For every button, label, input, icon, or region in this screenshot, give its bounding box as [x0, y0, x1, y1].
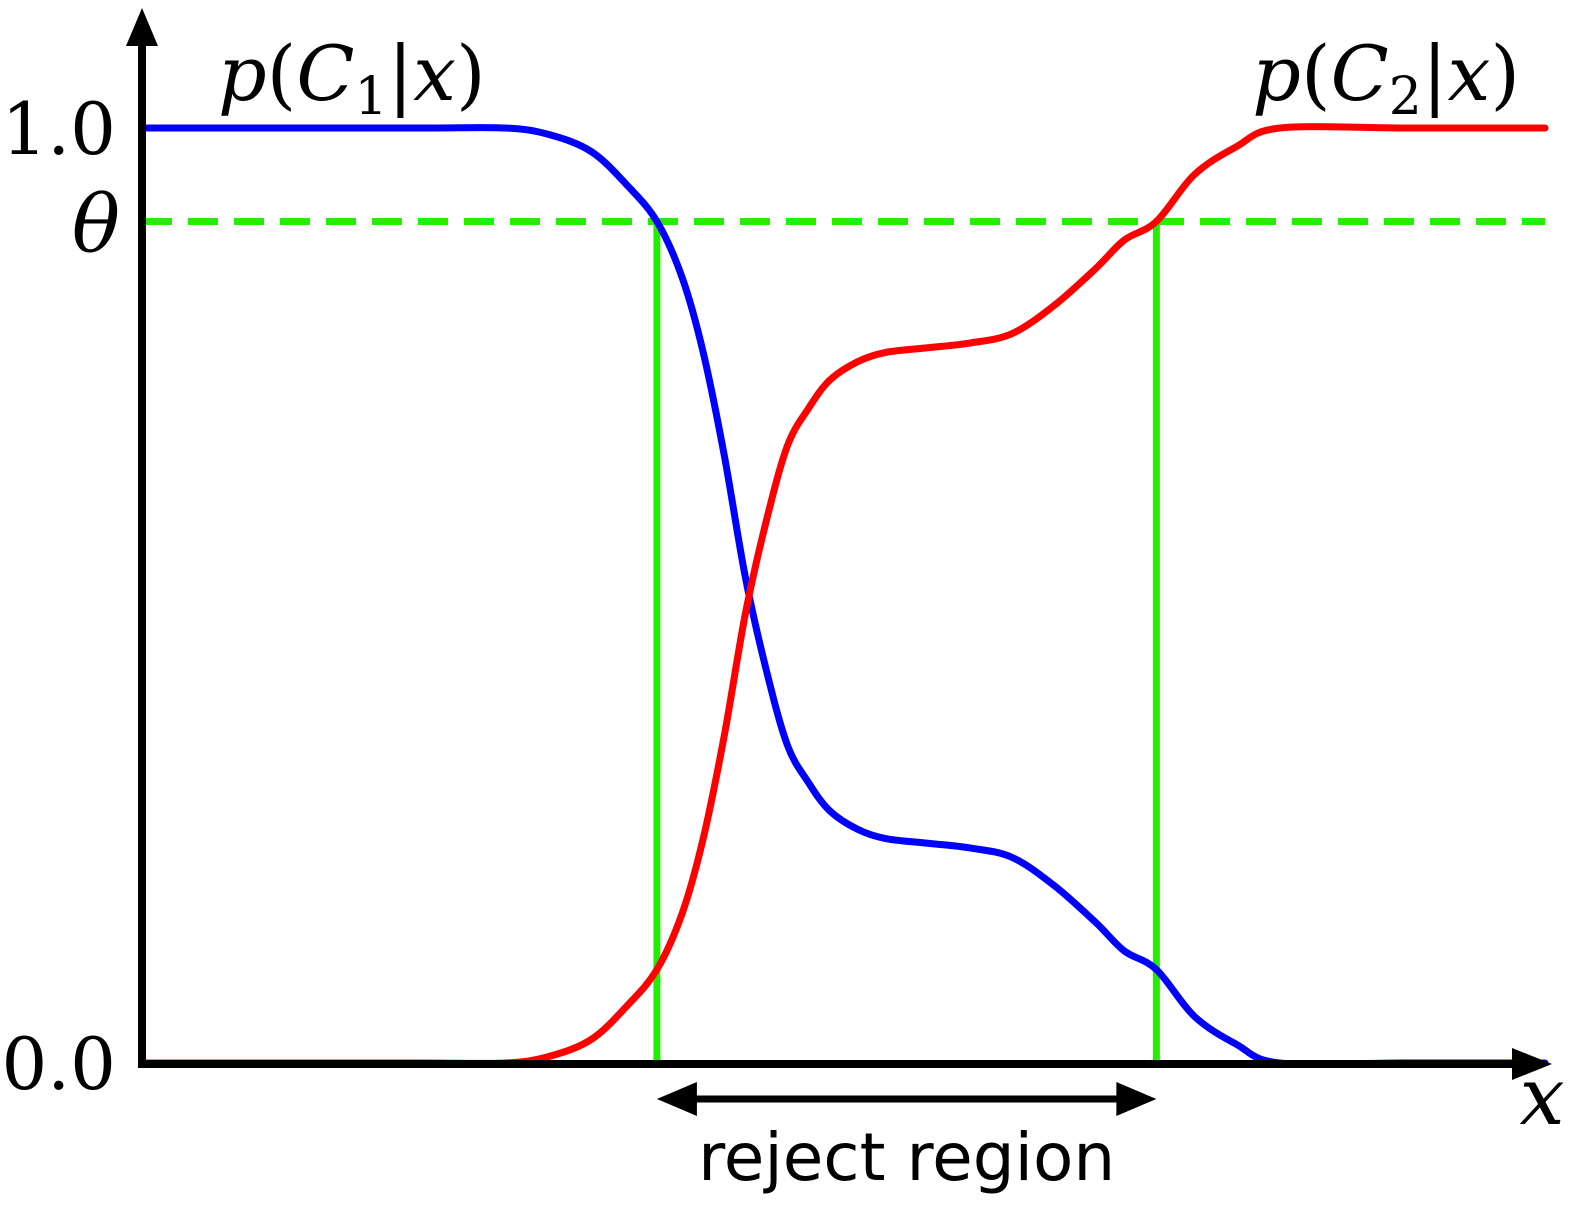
reject-region-label: reject region — [698, 1119, 1115, 1196]
threshold-label: θ — [72, 178, 120, 271]
reject-region-arrowhead-right — [1116, 1082, 1157, 1116]
x-axis-label: x — [1519, 1050, 1564, 1143]
y-tick-label-2: 0.0 — [1, 1022, 116, 1106]
threshold-layer — [142, 218, 1545, 1063]
labels-layer: 1.0 0.0 θ x reject region p(C1|x) p(C2|x) — [1, 29, 1564, 1196]
series-layer — [138, 123, 1549, 1068]
x-axis-arrowhead — [1512, 1048, 1552, 1080]
y-axis-arrowhead — [126, 8, 158, 46]
series-label-1: p(C1|x) — [218, 29, 486, 127]
y-tick-label-1: 1.0 — [1, 87, 116, 171]
series-line-1 — [138, 124, 1549, 1068]
series-label-2: p(C2|x) — [1252, 29, 1520, 127]
axes-layer — [126, 8, 1552, 1116]
reject-region-arrowhead-left — [656, 1082, 697, 1116]
series-line-2 — [138, 123, 1549, 1067]
